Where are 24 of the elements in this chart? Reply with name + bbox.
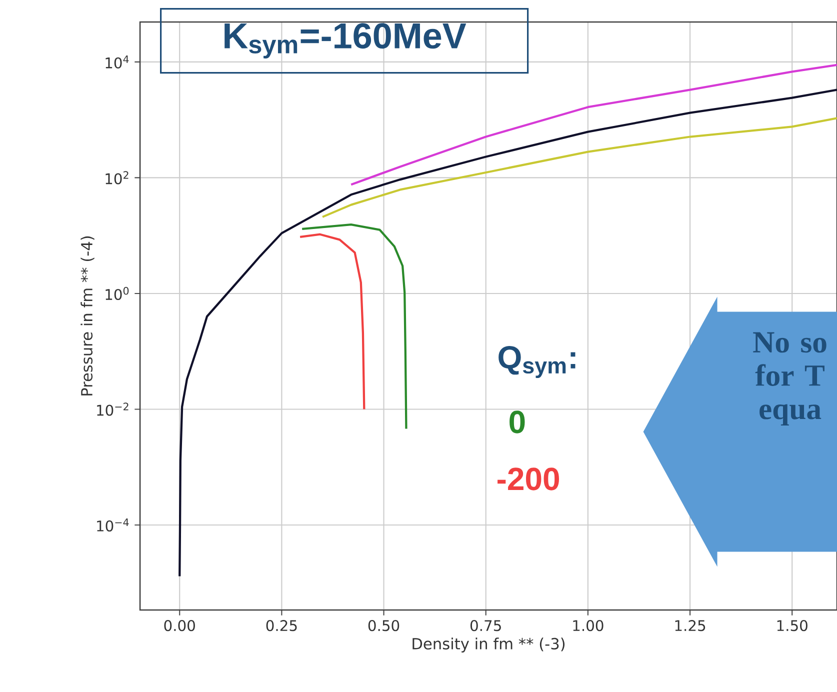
y-tick-label: 10$^{−4}$ bbox=[97, 518, 129, 532]
x-tick-label: 1.00 bbox=[573, 620, 604, 632]
x-tick-label: 1.25 bbox=[675, 620, 706, 632]
x-tick-label: 0.00 bbox=[164, 620, 195, 632]
y-axis-title: Pressure in fm ** (-4) bbox=[80, 236, 94, 396]
x-tick-label: 1.50 bbox=[777, 620, 808, 632]
chart-title: K$_{sym}$=-160MeV bbox=[224, 23, 466, 58]
x-axis-title: Density in fm ** (-3) bbox=[412, 638, 565, 652]
annotation: Q$_{sym}$: bbox=[498, 346, 576, 378]
y-tick-label: 10$^{0}$ bbox=[106, 286, 129, 300]
x-tick-label: 0.25 bbox=[266, 620, 297, 632]
y-tick-label: 10$^{4}$ bbox=[106, 55, 129, 68]
y-tick-label: 10$^{2}$ bbox=[106, 171, 128, 184]
line-series bbox=[321, 117, 837, 218]
y-tick-label: 10$^{−2}$ bbox=[97, 402, 128, 416]
text: 0 bbox=[510, 410, 525, 434]
annotation: No so for T equa bbox=[753, 332, 826, 426]
line-series bbox=[350, 64, 837, 186]
x-tick-label: 0.75 bbox=[470, 620, 501, 632]
text: -200 bbox=[498, 468, 559, 490]
line-series bbox=[298, 233, 366, 410]
x-tick-label: 0.50 bbox=[368, 620, 400, 632]
line-series bbox=[178, 88, 837, 578]
line-series bbox=[301, 224, 408, 430]
